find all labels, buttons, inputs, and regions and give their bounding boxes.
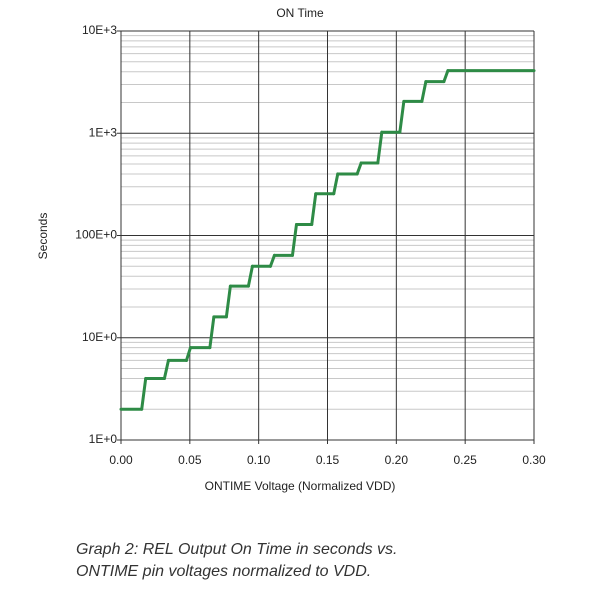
- chart-title: ON Time: [276, 6, 324, 20]
- x-axis-label: ONTIME Voltage (Normalized VDD): [205, 479, 396, 493]
- step-riser: [208, 315, 216, 350]
- step-riser: [442, 69, 450, 84]
- step-riser: [420, 80, 428, 103]
- x-tick-label: 0.30: [522, 453, 546, 467]
- step-riser: [162, 358, 170, 380]
- step-riser: [310, 192, 318, 227]
- caption-line: Graph 2: REL Output On Time in seconds v…: [76, 541, 398, 558]
- x-tick-label: 0.15: [316, 453, 340, 467]
- y-tick-label: 100E+0: [75, 228, 117, 242]
- step-riser: [376, 130, 384, 165]
- y-tick-label: 1E+3: [89, 125, 118, 139]
- y-tick-label: 1E+0: [89, 432, 118, 446]
- x-tick-label: 0.05: [178, 453, 202, 467]
- step-riser: [184, 346, 192, 362]
- y-tick-label: 10E+3: [82, 23, 117, 37]
- x-tick-label: 0.25: [453, 453, 477, 467]
- x-tick-label: 0.20: [385, 453, 409, 467]
- step-riser: [398, 99, 406, 134]
- step-riser: [268, 253, 276, 268]
- caption-line: ONTIME pin voltages normalized to VDD.: [76, 563, 371, 580]
- y-axis-label: Seconds: [36, 213, 50, 260]
- step-riser: [355, 161, 363, 176]
- x-tick-label: 0.00: [109, 453, 133, 467]
- step-riser: [332, 172, 340, 196]
- x-tick-label: 0.10: [247, 453, 271, 467]
- step-riser: [246, 264, 254, 288]
- step-riser: [290, 223, 298, 257]
- y-tick-label: 10E+0: [82, 330, 117, 344]
- step-riser: [224, 284, 232, 319]
- step-riser: [140, 376, 148, 411]
